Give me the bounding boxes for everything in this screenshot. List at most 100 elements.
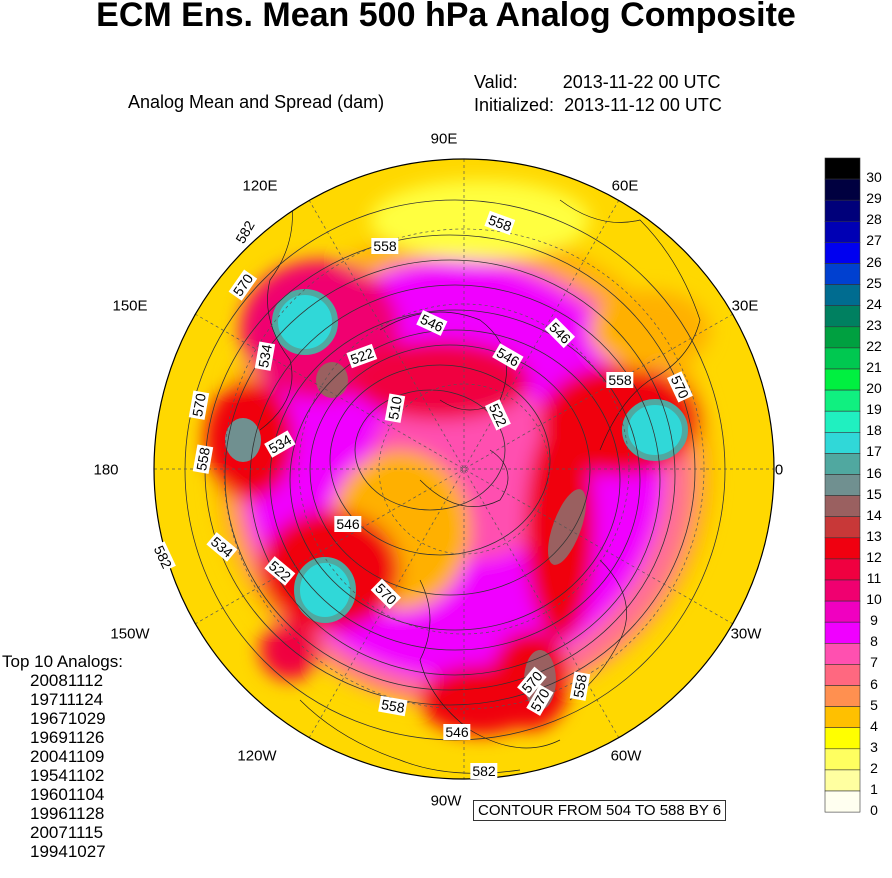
colorbar-label: 27 [866, 232, 882, 249]
colorbar-swatch [824, 642, 861, 665]
colorbar-label: 19 [866, 401, 882, 418]
colorbar-label: 2 [870, 759, 878, 776]
colorbar-label: 30 [866, 169, 882, 186]
colorbar-label: 0 [870, 802, 878, 819]
colorbar-swatch [824, 748, 861, 771]
colorbar-label: 3 [870, 738, 878, 755]
colorbar-swatch [824, 579, 861, 602]
colorbar-swatch [824, 474, 861, 496]
map-subtitle: Analog Mean and Spread (dam) [128, 92, 385, 112]
longitude-label: 120W [237, 747, 277, 765]
colorbar-swatch [824, 431, 861, 454]
valid-label: Valid: [474, 72, 518, 92]
analog-date: 19541102 [30, 766, 105, 785]
longitude-label: 90W [430, 792, 462, 810]
colorbar-label: 7 [870, 654, 878, 671]
colorbar-label: 12 [866, 548, 882, 565]
longitude-label: 60E [611, 177, 639, 195]
colorbar-swatch [824, 305, 861, 328]
longitude-label: 30E [731, 297, 759, 315]
colorbar-swatch [824, 242, 861, 264]
colorbar-swatch [824, 685, 861, 707]
valid-time: Valid: 2013-11-22 00 UTC [474, 72, 720, 93]
map-border [153, 158, 775, 780]
valid-value: 2013-11-22 00 UTC [562, 72, 721, 92]
colorbar-label: 25 [866, 274, 882, 291]
analog-date: 20071115 [30, 823, 104, 842]
colorbar-swatch [824, 621, 861, 644]
colorbar-label: 26 [866, 253, 882, 270]
analog-date: 20081112 [30, 671, 104, 690]
analog-list: Top 10 Analogs: 20081112 19711124 19671029… [2, 652, 123, 861]
colorbar-label: 17 [866, 443, 882, 460]
colorbar-swatch [824, 284, 861, 307]
analog-date: 19601104 [30, 785, 105, 804]
colorbar-swatch [824, 410, 861, 433]
colorbar-swatch [824, 368, 861, 391]
analog-date: 19711124 [30, 690, 104, 709]
contour-note: CONTOUR FROM 504 TO 588 BY 6 [473, 800, 727, 821]
contour-label: 546 [443, 724, 471, 740]
colorbar-label: 9 [870, 612, 878, 629]
colorbar-label: 14 [866, 506, 882, 523]
colorbar-label: 21 [866, 359, 882, 375]
colorbar-swatch [824, 516, 861, 539]
colorbar-label: 1 [870, 781, 878, 797]
colorbar-swatch [824, 790, 861, 813]
longitude-label: 150W [110, 625, 150, 643]
colorbar-label: 16 [866, 464, 882, 481]
colorbar-swatch [824, 221, 861, 243]
colorbar-swatch [824, 706, 861, 728]
colorbar-label: 15 [866, 485, 882, 502]
colorbar-swatch [824, 453, 861, 475]
init-time: Initialized: 2013-11-12 00 UTC [474, 95, 722, 116]
colorbar-label: 20 [866, 380, 882, 397]
colorbar-label: 4 [870, 717, 878, 734]
init-label: Initialized: [474, 95, 555, 115]
colorbar-label: 23 [866, 316, 882, 333]
colorbar-label: 5 [870, 696, 878, 713]
longitude-label: 90E [430, 130, 458, 148]
colorbar-label: 28 [866, 211, 882, 228]
colorbar-swatch [824, 769, 861, 792]
longitude-label: 60W [610, 747, 642, 765]
colorbar-swatch [824, 495, 861, 518]
colorbar-label: 18 [866, 422, 882, 439]
contour-label: 582 [470, 763, 498, 779]
longitude-label: 0 [774, 461, 784, 479]
colorbar-label: 6 [870, 675, 878, 692]
longitude-label: 30W [730, 625, 762, 643]
analog-date: 19671029 [30, 709, 106, 728]
spread-max-4 [294, 557, 356, 623]
longitude-label: 150E [112, 297, 148, 315]
analog-date: 20041109 [30, 747, 105, 766]
longitude-label: 120E [242, 177, 278, 195]
contour-label: 546 [334, 516, 362, 532]
analog-date: 19691126 [30, 728, 105, 747]
spread-max-5 [622, 399, 688, 461]
contour-label: 558 [371, 238, 399, 254]
colorbar-label: 13 [866, 527, 882, 544]
colorbar-swatch [824, 537, 861, 560]
colorbar-swatch [824, 389, 861, 412]
colorbar-swatch [824, 263, 861, 285]
colorbar-swatch [824, 347, 861, 370]
colorbar-label: 22 [866, 337, 882, 354]
colorbar-label: 24 [866, 295, 882, 312]
colorbar-swatch [824, 157, 861, 180]
colorbar-label: 10 [866, 591, 882, 608]
contour-label: 558 [606, 372, 634, 388]
colorbar-swatch [824, 727, 861, 750]
colorbar-swatch [824, 558, 861, 581]
spread-max-6 [548, 489, 586, 565]
colorbar-label: 8 [870, 633, 878, 650]
colorbar-label: 11 [866, 570, 882, 586]
colorbar-label: 29 [866, 190, 882, 207]
map-title: ECM Ens. Mean 500 hPa Analog Composite [96, 0, 796, 34]
colorbar-swatch [824, 600, 861, 623]
colorbar-swatch [824, 664, 861, 686]
longitude-label: 180 [93, 461, 119, 479]
colorbar-swatch [824, 326, 861, 349]
colorbar-swatch [824, 199, 861, 222]
